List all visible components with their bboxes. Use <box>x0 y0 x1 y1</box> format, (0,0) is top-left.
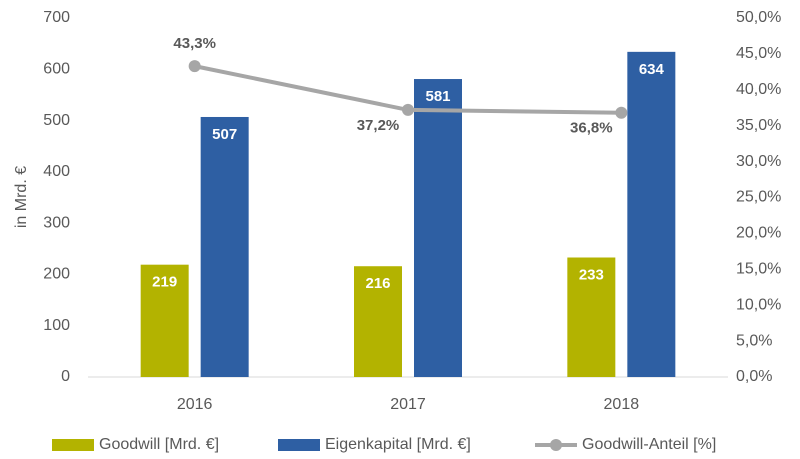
y2-tick-label: 5,0% <box>736 332 772 349</box>
y-tick-label: 500 <box>43 112 70 129</box>
data-label: 581 <box>425 88 450 105</box>
line-marker <box>402 103 414 116</box>
data-label: 37,2% <box>357 117 400 134</box>
y2-tick-label: 0,0% <box>736 368 772 385</box>
x-tick-label: 2018 <box>604 396 640 413</box>
line-marker <box>615 106 628 119</box>
legend-swatch <box>278 439 320 451</box>
data-label: 233 <box>579 266 604 283</box>
line-marker <box>188 60 201 73</box>
data-label: 507 <box>212 126 237 143</box>
y-tick-label: 700 <box>43 9 70 26</box>
y2-tick-label: 15,0% <box>736 261 781 278</box>
bar <box>140 264 189 377</box>
y-tick-label: 100 <box>43 317 70 334</box>
legend-label: Eigenkapital [Mrd. €] <box>325 436 471 453</box>
x-tick-label: 2016 <box>177 396 213 413</box>
y-tick-label: 400 <box>43 163 70 180</box>
y2-tick-label: 45,0% <box>736 45 781 62</box>
legend-label: Goodwill-Anteil [%] <box>582 436 716 453</box>
data-label: 219 <box>152 274 177 291</box>
y2-tick-label: 50,0% <box>736 9 781 26</box>
data-label: 36,8% <box>570 120 613 137</box>
y-tick-label: 0 <box>61 368 70 385</box>
bar <box>567 257 616 377</box>
y-tick-label: 600 <box>43 61 70 78</box>
y2-tick-label: 40,0% <box>736 81 781 98</box>
y2-tick-label: 20,0% <box>736 225 781 242</box>
y-tick-label: 200 <box>43 266 70 283</box>
legend-swatch <box>52 439 94 451</box>
bar <box>354 266 402 377</box>
data-label: 634 <box>639 61 665 78</box>
bar <box>200 116 249 377</box>
bar <box>627 51 676 377</box>
y-tick-label: 300 <box>43 214 70 231</box>
y-axis-label: in Mrd. € <box>13 166 30 228</box>
y2-tick-label: 35,0% <box>736 117 781 134</box>
bar <box>414 79 462 377</box>
y2-tick-label: 25,0% <box>736 189 781 206</box>
legend-swatch <box>550 439 562 451</box>
y2-tick-label: 10,0% <box>736 296 781 313</box>
x-tick-label: 2017 <box>390 396 426 413</box>
data-label: 43,3% <box>173 35 216 52</box>
y2-tick-label: 30,0% <box>736 153 781 170</box>
data-label: 216 <box>365 275 390 292</box>
legend-label: Goodwill [Mrd. €] <box>99 436 219 453</box>
